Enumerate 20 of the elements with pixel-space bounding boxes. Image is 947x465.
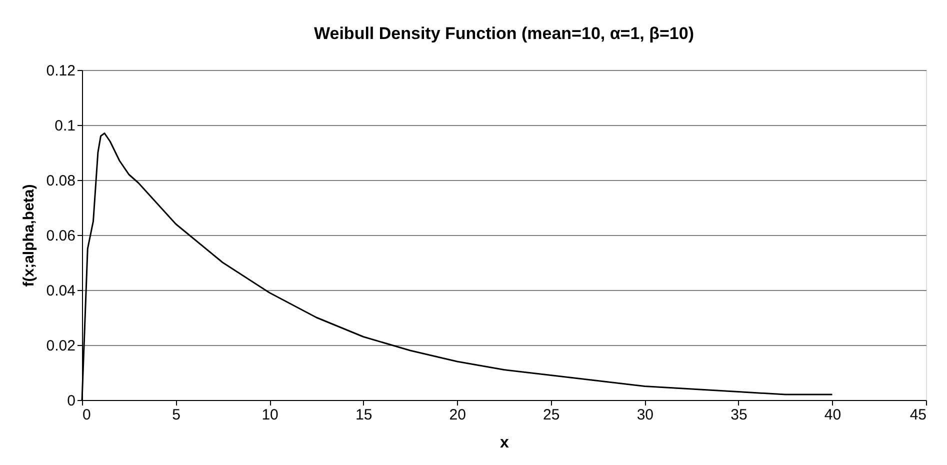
y-tick-label: 0.12 — [46, 62, 76, 80]
x-tick-label: 20 — [449, 406, 466, 424]
x-tick-label: 35 — [730, 406, 748, 424]
y-tick-label: 0.08 — [46, 172, 76, 190]
y-tick-label: 0.06 — [46, 228, 76, 244]
x-tick-label: 45 — [910, 406, 926, 424]
x-tick-label: 0 — [82, 406, 91, 424]
x-tick-label: 25 — [543, 406, 560, 424]
x-tick-label: 10 — [262, 406, 278, 424]
x-tick-label: 15 — [355, 406, 372, 424]
x-tick-label: 30 — [636, 406, 654, 424]
y-tick-label: 0.02 — [46, 338, 76, 354]
y-tick-label: 0.04 — [46, 282, 76, 300]
x-tick-label: 5 — [172, 406, 180, 424]
y-tick-label: 0.1 — [54, 118, 76, 134]
x-axis-title: x — [500, 434, 510, 452]
y-axis-title: f(x;alpha,beta) — [20, 184, 38, 287]
x-tick-label: 40 — [824, 406, 842, 424]
y-tick-label: 0 — [67, 392, 76, 410]
chart-title: Weibull Density Function (mean=10, α=1, β=10) — [314, 24, 694, 43]
